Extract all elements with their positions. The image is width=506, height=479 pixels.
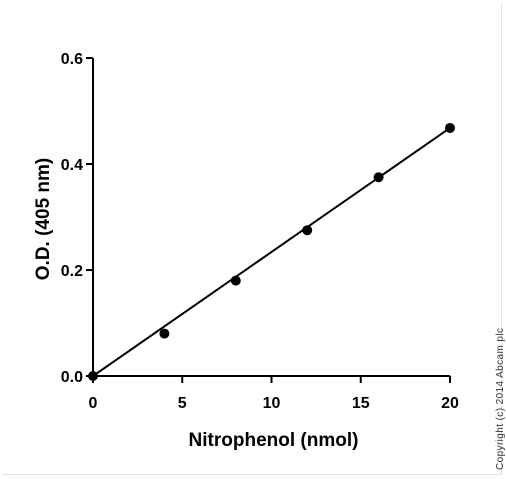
y-tick-label: 0.6	[61, 51, 83, 68]
data-point	[88, 371, 98, 381]
data-point	[445, 122, 455, 133]
x-tick-label: 0	[89, 395, 98, 412]
x-tick-label: 10	[263, 395, 281, 412]
x-tick-label: 20	[441, 395, 459, 412]
data-point	[302, 225, 313, 236]
fit-line	[92, 127, 451, 377]
y-ticks: 0.0 0.2 0.4 0.6	[61, 51, 93, 386]
x-tick-label: 5	[178, 395, 187, 412]
data-point	[230, 275, 241, 286]
y-tick-label: 0.0	[61, 369, 83, 386]
data-point	[159, 328, 170, 339]
y-axis-label: O.D. (405 nm)	[33, 158, 54, 280]
y-tick-label: 0.4	[61, 157, 83, 174]
x-ticks: 0 5 10 15 20	[89, 376, 459, 412]
x-tick-label: 15	[352, 395, 370, 412]
chart-frame	[2, 2, 502, 475]
data-points	[88, 122, 455, 381]
fit-lines	[92, 127, 451, 377]
axes	[92, 58, 450, 377]
y-tick-label: 0.2	[61, 263, 83, 280]
data-point	[373, 172, 384, 183]
copyright-notice: Copyright (c) 2014 Abcam plc	[495, 327, 506, 470]
x-axis-label: Nitrophenol (nmol)	[189, 430, 359, 451]
